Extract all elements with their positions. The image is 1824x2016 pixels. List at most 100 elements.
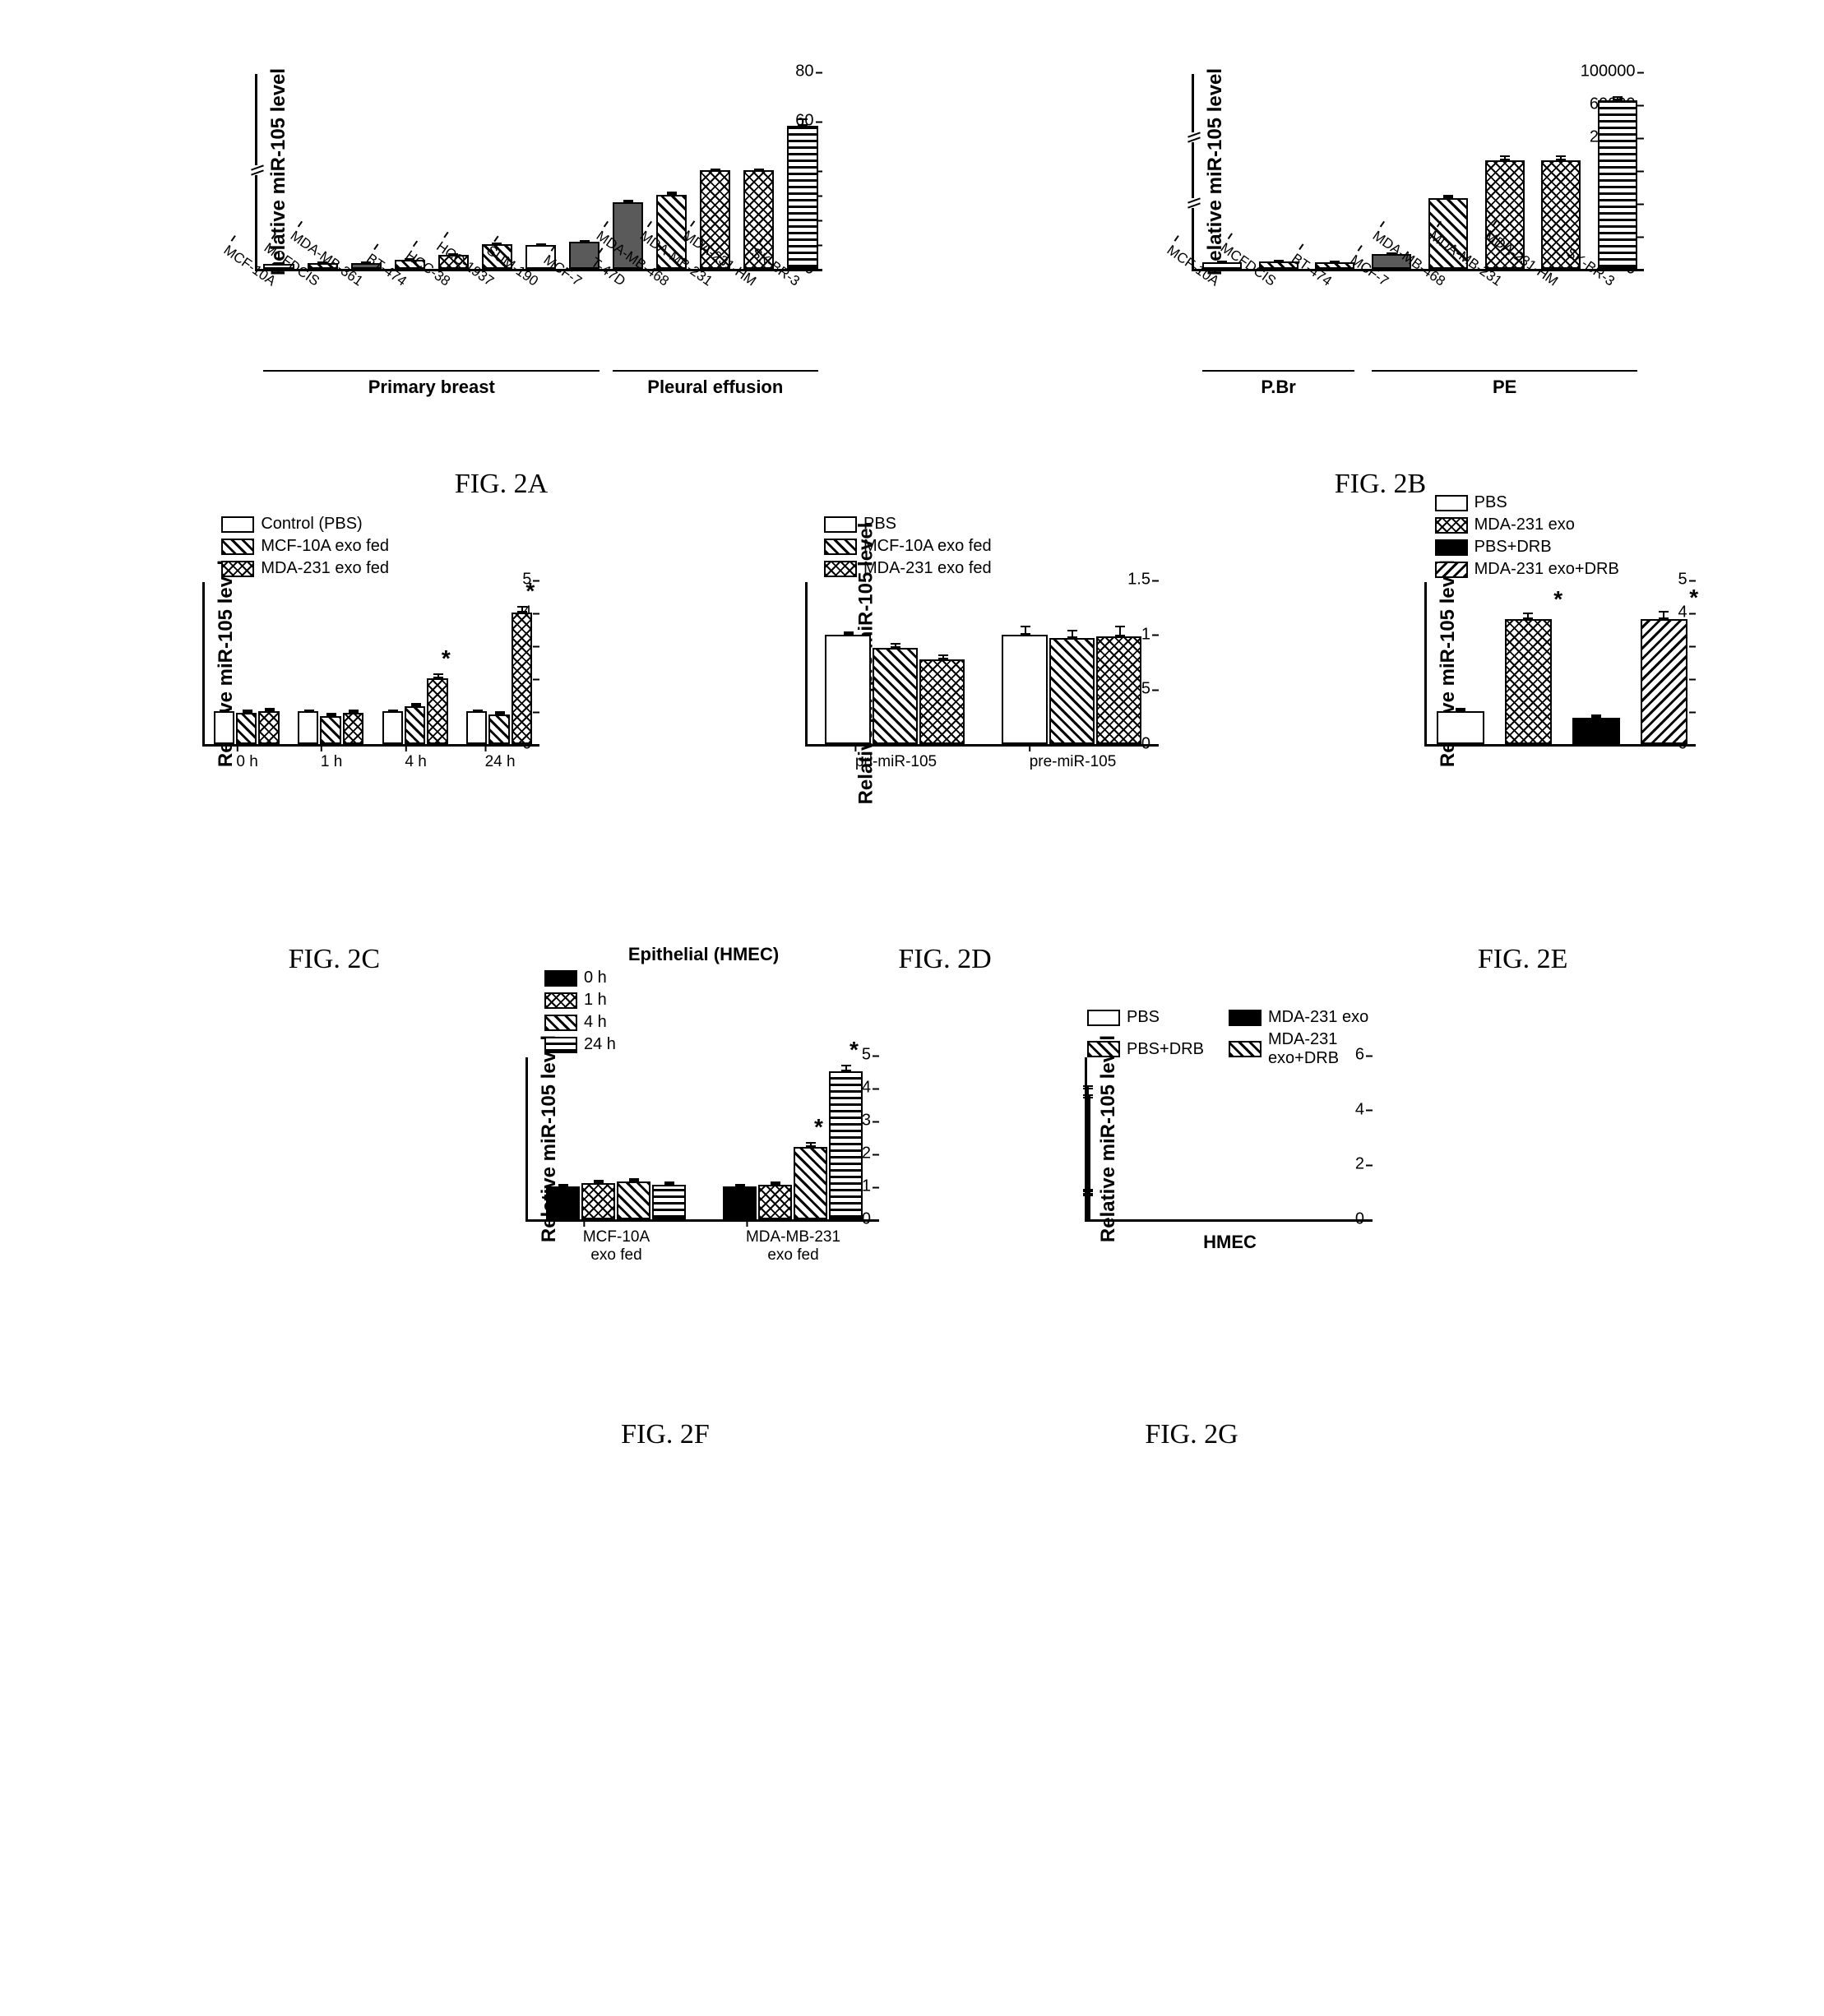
legend-swatch xyxy=(824,539,857,555)
chart-2E: Relative miR-105 level012345**PBSMDA-231… xyxy=(1334,557,1712,919)
legend: PBSMDA-231 exoPBS+DRBMDA-231 exo+DRB xyxy=(1435,493,1619,582)
error-bar xyxy=(627,200,629,202)
legend-swatch xyxy=(824,516,857,533)
group-underline xyxy=(1372,370,1637,372)
error-bar xyxy=(1278,261,1280,262)
caption-2D: FIG. 2D xyxy=(898,944,991,975)
error-bar xyxy=(1087,1088,1089,1096)
bar xyxy=(1049,638,1095,744)
chart-2B: Relative miR-105 level051020004000600020… xyxy=(1101,49,1660,444)
bar xyxy=(320,716,340,744)
error-bar xyxy=(584,240,586,242)
bar xyxy=(1002,635,1047,744)
error-bar xyxy=(1334,261,1336,262)
plot-area: Relative miR-105 level012345**PBSMDA-231… xyxy=(1424,582,1696,747)
error-bar xyxy=(247,710,248,713)
y-tick: 5 xyxy=(862,1046,871,1065)
legend-label: MDA-231 exo+DRB xyxy=(1474,560,1619,579)
y-tick: 1 xyxy=(1141,625,1150,644)
legend-item: MDA-231 exo xyxy=(1229,1008,1373,1027)
y-tick: 2 xyxy=(1355,1155,1364,1174)
significance-star: * xyxy=(525,578,535,604)
y-tick: 2 xyxy=(862,1144,871,1163)
y-tick: 0 xyxy=(862,1210,871,1229)
legend-label: MDA-231 exo xyxy=(1474,516,1575,534)
bar xyxy=(343,713,363,744)
bar xyxy=(758,1185,792,1219)
group-label: Pleural effusion xyxy=(647,377,783,398)
legend-swatch xyxy=(1087,1041,1120,1057)
legend-item: MDA-231 exo xyxy=(1435,516,1619,534)
x-tick: 0 h xyxy=(236,753,257,771)
bar xyxy=(617,1181,650,1219)
significance-star: * xyxy=(1553,586,1562,613)
x-axis-label: HMEC xyxy=(1203,1232,1257,1253)
legend-item: MCF-10A exo fed xyxy=(824,537,992,556)
legend-label: PBS xyxy=(1127,1008,1160,1027)
error-bar xyxy=(802,118,803,126)
y-tick: 4 xyxy=(862,1079,871,1098)
bar xyxy=(1087,1096,1090,1219)
error-bar xyxy=(895,643,896,647)
error-bar xyxy=(269,708,271,711)
error-bar xyxy=(1072,630,1073,637)
panel-2F: Relative miR-105 level012345MCF-10Aexo f… xyxy=(435,1033,896,1450)
caption-2F: FIG. 2F xyxy=(621,1419,710,1450)
bar xyxy=(794,1147,827,1219)
error-bar xyxy=(540,243,542,245)
legend-item: PBS+DRB xyxy=(1435,538,1619,557)
y-tick: 100000 xyxy=(1581,62,1636,81)
legend-label: PBS+DRB xyxy=(1474,538,1552,557)
panel-2G: Relative miR-105 level0246PBSMDA-231 exo… xyxy=(994,1033,1389,1450)
error-bar xyxy=(633,1178,635,1181)
error-bar xyxy=(1025,626,1026,635)
y-tick: 3 xyxy=(862,1112,871,1131)
legend-swatch xyxy=(1229,1041,1262,1057)
bar xyxy=(1437,711,1484,744)
plot-area: Relative miR-105 level012345MCF-10Aexo f… xyxy=(525,1057,879,1222)
error-bar xyxy=(415,703,417,706)
x-tick: 4 h xyxy=(405,753,426,771)
error-bar xyxy=(845,1065,847,1071)
legend-item: MDA-231 exo+DRB xyxy=(1229,1030,1373,1068)
legend-item: 24 h xyxy=(544,1035,616,1054)
legend-label: MDA-231 exo fed xyxy=(863,559,992,578)
plot-area: Relative miR-105 level05101520406080MCF-… xyxy=(255,74,822,271)
significance-star: * xyxy=(442,645,451,672)
legend-item: Control (PBS) xyxy=(221,515,389,534)
error-bar xyxy=(669,1181,670,1185)
legend-item: 4 h xyxy=(544,1013,616,1032)
error-bar xyxy=(353,710,354,713)
legend-item: MDA-231 exo fed xyxy=(824,559,992,578)
bar xyxy=(512,613,532,744)
chart-2A: Relative miR-105 level05101520406080MCF-… xyxy=(164,49,839,444)
plot-area: Relative miR-105 level0123450 h1 h*4 h*2… xyxy=(202,582,539,747)
error-bar xyxy=(1560,155,1562,160)
caption-2G: FIG. 2G xyxy=(1145,1419,1238,1450)
error-bar xyxy=(942,654,944,660)
panel-2A: Relative miR-105 level05101520406080MCF-… xyxy=(164,49,839,500)
plot-area: Relative miR-105 level051020004000600020… xyxy=(1192,74,1644,271)
bar xyxy=(787,126,817,269)
error-bar xyxy=(1447,195,1449,198)
x-tick: pri-miR-105 xyxy=(855,753,937,771)
error-bar xyxy=(1460,708,1461,711)
bar xyxy=(723,1186,757,1219)
bar xyxy=(214,711,234,744)
error-bar xyxy=(1527,613,1529,619)
bar xyxy=(488,714,509,744)
row-1: Relative miR-105 level05101520406080MCF-… xyxy=(33,49,1791,500)
error-bar xyxy=(521,606,523,613)
legend-swatch xyxy=(1435,562,1468,578)
y-tick: 80 xyxy=(795,62,813,81)
bar xyxy=(829,1071,863,1219)
legend-swatch xyxy=(221,516,254,533)
error-bar xyxy=(308,710,310,711)
y-tick: 5 xyxy=(1678,571,1687,590)
error-bar xyxy=(477,710,479,711)
chart-2G: Relative miR-105 level0246PBSMDA-231 exo… xyxy=(994,1033,1389,1394)
legend-label: 4 h xyxy=(584,1013,607,1032)
row-2: Relative miR-105 level0123450 h1 h*4 h*2… xyxy=(33,557,1791,975)
legend-swatch xyxy=(1229,1010,1262,1026)
bar xyxy=(427,678,447,744)
